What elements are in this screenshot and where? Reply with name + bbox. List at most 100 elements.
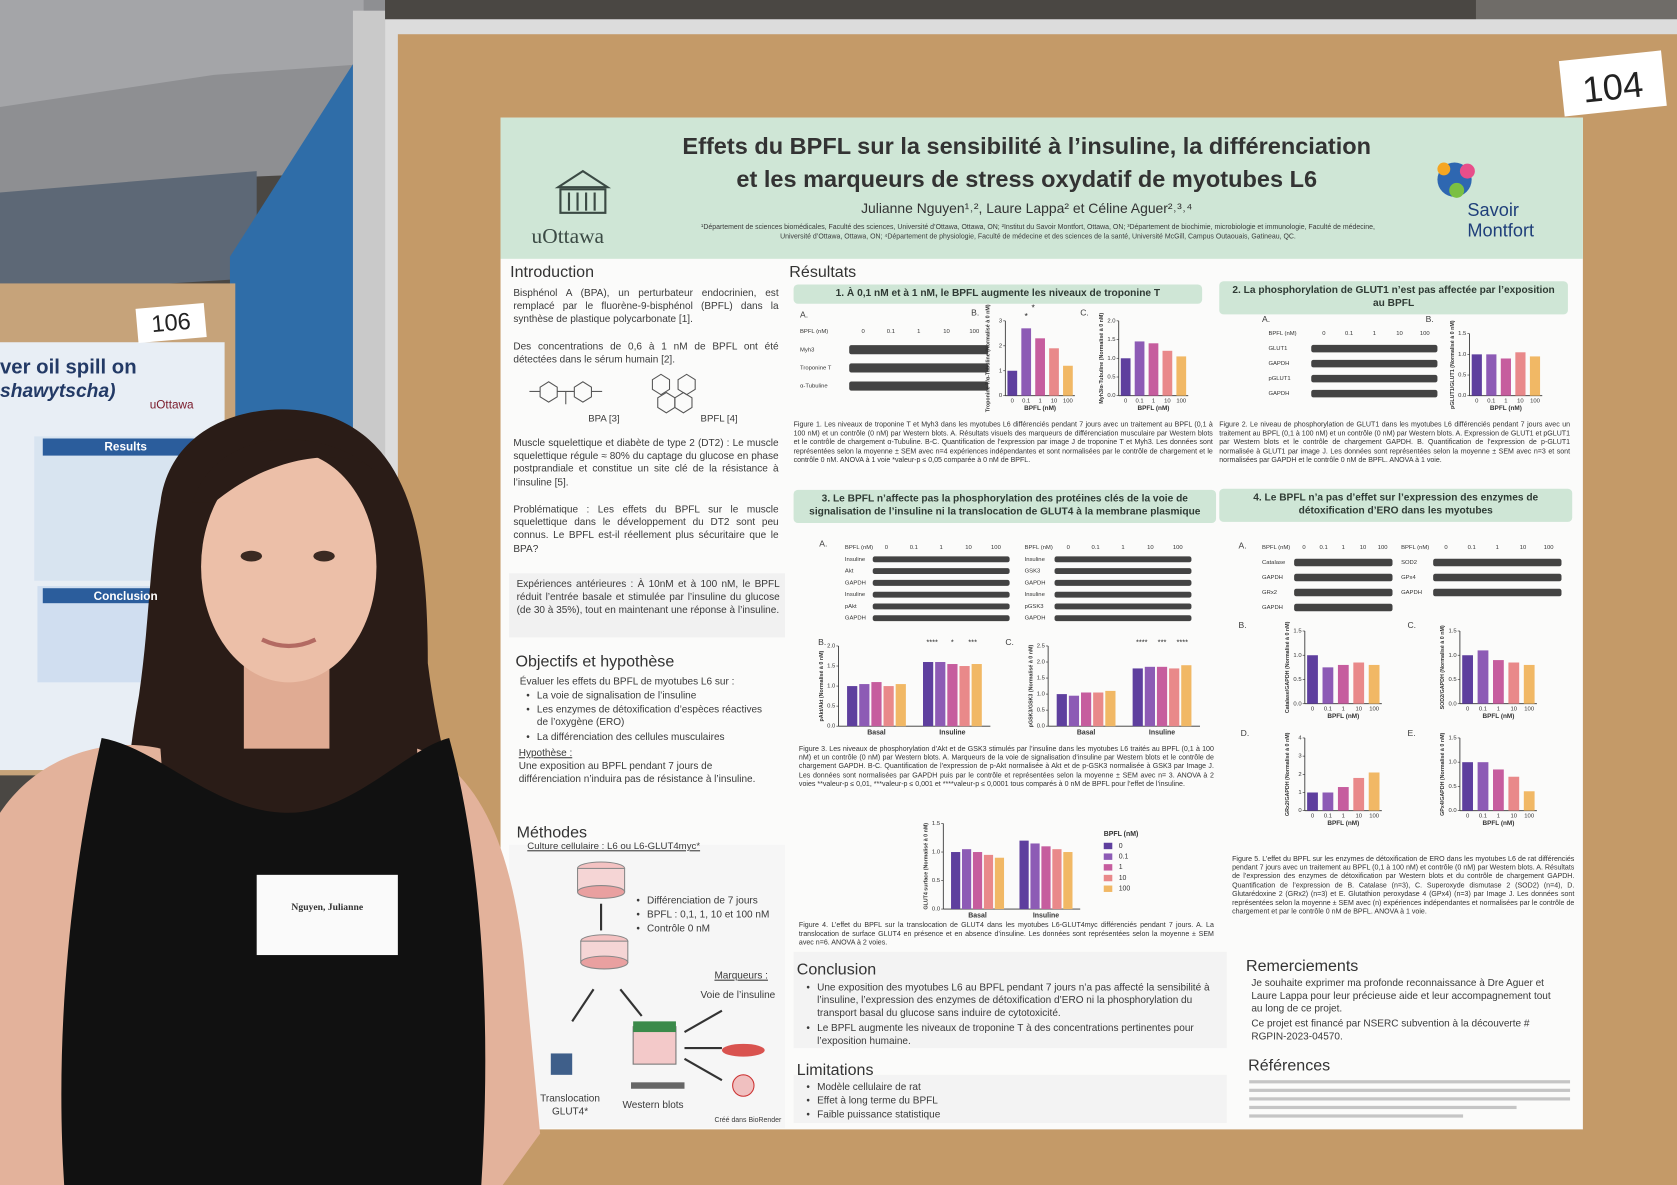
legend-swatch [1103,864,1113,871]
results-banner: 3. Le BPFL n’affecte pas la phosphorylat… [793,489,1217,523]
side-section: Results [104,440,147,454]
blot-lane: 0 [885,545,889,551]
blot-lane: 10 [1147,545,1154,551]
x-tick-label: 1 [1342,814,1345,820]
bullet: Différenciation de 7 jours [634,894,784,907]
affiliations: ¹Département de sciences biomédicales, F… [701,223,1375,241]
bar [961,849,972,910]
y-tick-label: 0.0 [1293,701,1302,707]
bar [1035,338,1045,396]
blot-band [1054,615,1192,622]
y-tick-label: 2.5 [1037,644,1046,650]
blot-band [1054,579,1192,586]
blot-band [849,345,989,355]
blot-lane: 1 [917,329,920,335]
x-tick-label: 100 [1524,814,1535,820]
authors: Julianne Nguyen¹˒², Laure Lappa² et Céli… [861,199,1193,217]
y-tick-label: 0.5 [932,878,941,884]
bar [1322,792,1334,811]
y-tick-label: 2.0 [827,644,836,650]
blot-row-label: SOD2 [1401,560,1417,566]
eye [240,550,263,562]
blot-band [1311,359,1438,368]
bar [1462,655,1473,704]
chem-label: BPFL [4] [700,412,738,424]
method-label: Translocation GLUT4* [540,1091,600,1117]
section-heading: Limitations [796,1060,874,1080]
blot-band [849,363,989,373]
y-tick-label: 0.5 [827,704,836,710]
x-tick-label: 1 [1497,814,1500,820]
bar [1368,664,1380,704]
blot-band [1433,558,1562,567]
y-tick-label: 1.5 [932,821,941,827]
y-tick-label: 0.0 [1449,808,1458,814]
blot-row-label: Catalase [1262,560,1285,566]
y-tick-label: 1 [1298,790,1301,796]
figure-caption: Figure 2. Le niveau de phosphorylation d… [1219,421,1571,465]
significance: **** [926,638,938,647]
side-number-tag [135,302,207,344]
panel-letter: A. [1262,314,1271,325]
bar [1493,660,1504,704]
y-axis-label: Myh3/α-Tubuline (Normalisé à 0 nM) [1099,313,1105,404]
group-label: Basal [867,729,886,736]
blot-lane: 100 [1420,331,1431,337]
y-tick-label: 0.0 [1107,393,1116,399]
x-tick-label: 0 [1311,707,1315,713]
blot-row-label: Akt [845,569,854,575]
blot-header: BPFL (nM) [1268,331,1296,337]
blot-band [1294,558,1393,567]
blot-lane: 100 [969,329,980,335]
back-panel [0,171,257,295]
legend-label: 1 [1119,864,1123,871]
side-section: Conclusion [93,590,158,604]
y-tick-label: 1.5 [1449,735,1458,741]
y-tick-label: 1.0 [1107,356,1116,362]
blot-row-label: GAPDH [1268,361,1289,367]
bar [1105,690,1116,727]
bar [1462,762,1473,811]
blot-band [1294,573,1393,582]
y-tick-label: 1.0 [1037,692,1046,698]
bar [1093,692,1104,727]
x-tick-label: 1 [1038,399,1041,405]
blot-row-label: Insuline [1025,592,1045,598]
y-tick-label: 0.0 [1037,724,1046,730]
y-tick-label: 4 [1298,735,1302,741]
x-tick-label: 1 [1504,399,1507,405]
section-heading: Méthodes [516,823,588,842]
y-tick-label: 1.0 [1293,653,1302,659]
bullet: Une exposition des myotubes L6 au BPFL p… [804,981,1219,1020]
y-axis-label: SOD2/GAPDH (Normalisé à 0 nM) [1440,625,1446,709]
y-tick-label: 3 [999,318,1003,324]
legend-swatch [1103,842,1113,850]
x-tick-label: 0 [1466,707,1470,713]
x-tick-label: 1 [1342,707,1345,713]
bar [1148,343,1159,396]
bar [959,666,970,727]
y-tick-label: 0.0 [1449,701,1458,707]
blot-band [872,556,1010,563]
name-tag-text: Nguyen, Julianne [291,901,364,913]
x-tick-label: 100 [1524,707,1535,713]
paragraph: Évaluer les effets du BPFL de myotubes L… [519,674,735,687]
x-axis-label: BPFL (nM) [1482,713,1514,720]
x-tick-label: 10 [1511,707,1518,713]
blot-band [1433,573,1562,582]
bar [1049,348,1059,396]
bar [971,664,982,727]
bar [935,662,946,727]
blot-lane: 0 [1067,545,1071,551]
y-tick-label: 2 [1298,772,1301,778]
blot-row-label: α-Tubuline [800,384,828,390]
panel-letter: A. [800,310,809,320]
paragraph: Je souhaite exprimer ma profonde reconna… [1251,976,1551,1015]
legend-swatch [1103,853,1113,860]
bar [1169,668,1180,727]
bullet: La différenciation des cellules musculai… [524,730,770,743]
x-tick-label: 10 [1164,399,1171,405]
group-label: Basal [968,912,987,919]
